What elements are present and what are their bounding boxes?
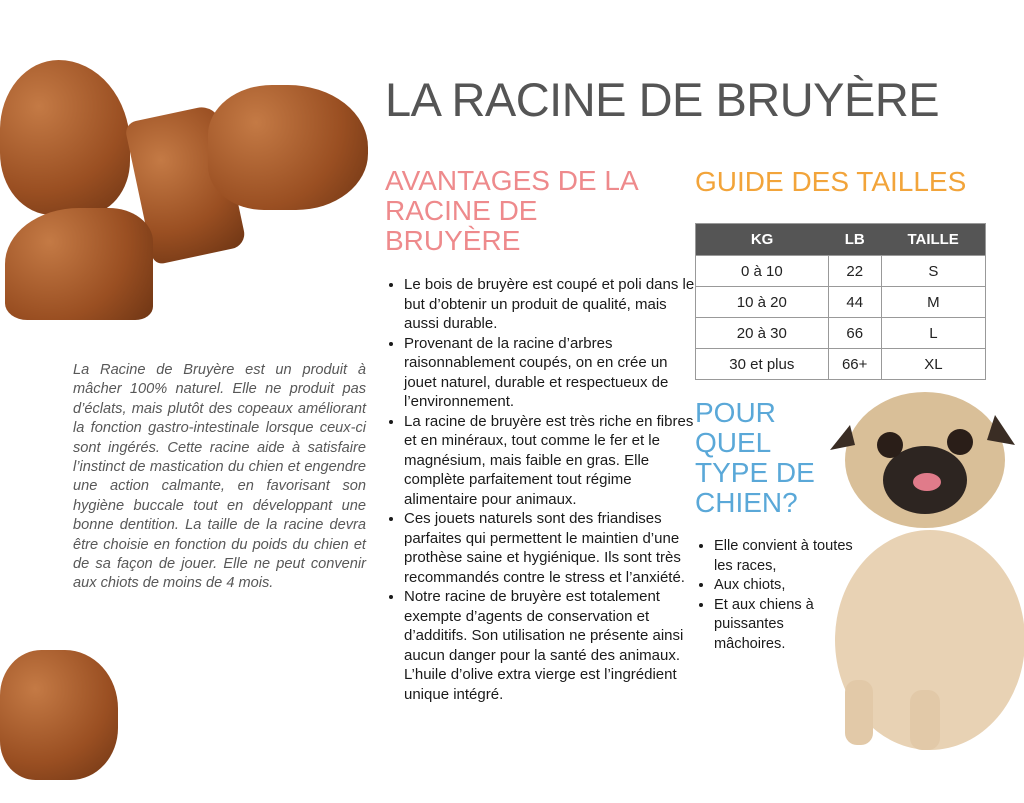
table-header-row: KG LB TAILLE [695,223,986,256]
page-title: LA RACINE DE BRUYÈRE [385,73,940,126]
cell: 20 à 30 [695,317,829,349]
list-item: Le bois de bruyère est coupé et poli dan… [404,275,696,334]
advantages-list: Le bois de bruyère est coupé et poli dan… [385,275,696,704]
cell: 22 [827,255,882,287]
list-item: Et aux chiens à puissantes mâchoires. [714,596,854,655]
list-item: Ces jouets naturels sont des friandises … [404,509,696,587]
list-item: Provenant de la racine d’arbres raisonna… [404,334,696,412]
header-lb: LB [828,223,882,256]
cell: S [880,255,987,287]
root-piece [5,208,153,320]
list-item: La racine de bruyère est très riche en f… [404,412,696,510]
size-guide-heading: GUIDE DES TAILLES [695,166,967,197]
table-row: 30 et plus 66+ XL [695,348,987,380]
cell: 44 [827,286,882,318]
cell: L [880,317,987,349]
list-item: Elle convient à toutes les races, [714,537,854,576]
list-item: Aux chiots, [714,576,854,596]
header-kg: KG [695,223,829,256]
cell: 30 et plus [695,348,829,380]
table-row: 0 à 10 22 S [695,255,987,287]
intro-paragraph: La Racine de Bruyère est un produit à mâ… [73,362,366,592]
dog-type-list: Elle convient à toutes les races, Aux ch… [696,537,854,654]
cell: 66 [827,317,882,349]
dog-type-heading: POUR QUEL TYPE DE CHIEN? [695,397,815,518]
cell: 66+ [827,348,882,380]
header-taille: TAILLE [881,223,986,256]
root-piece [0,650,118,780]
pug-image [830,392,1024,750]
table-row: 10 à 20 44 M [695,286,987,318]
root-piece [0,60,130,215]
list-item: Notre racine de bruyère est totalement e… [404,587,696,704]
cell: 0 à 10 [695,255,829,287]
table-row: 20 à 30 66 L [695,317,987,349]
advantages-heading: AVANTAGES DE LA RACINE DE BRUYÈRE [385,165,638,256]
cell: XL [880,348,987,380]
cell: M [880,286,987,318]
cell: 10 à 20 [695,286,829,318]
size-guide-table: KG LB TAILLE 0 à 10 22 S 10 à 20 44 M 20 à 3… [695,223,987,380]
root-piece [208,85,368,210]
